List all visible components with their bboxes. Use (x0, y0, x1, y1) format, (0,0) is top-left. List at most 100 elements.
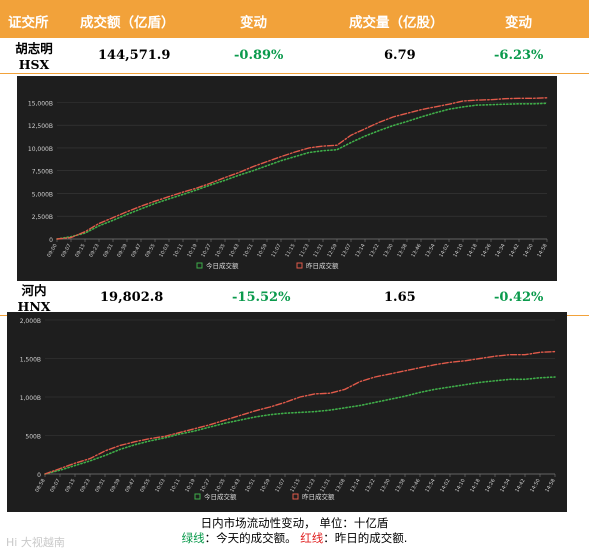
change2-hnx: -0.42% (494, 290, 544, 305)
y-tick-label: 1,500B (20, 357, 41, 364)
x-tick-label: 13:22 (368, 243, 380, 258)
header-change1: 变动 (240, 15, 267, 31)
legend-swatch (194, 493, 201, 500)
x-tick-label: 09:39 (116, 243, 128, 258)
series-today-line (44, 376, 556, 475)
x-tick-label: 11:07 (274, 478, 286, 493)
x-tick-label: 14:58 (536, 243, 548, 258)
chart-hsx: 0 2,500B 5,000B 7,500B 10,000B 12,500B 15,000B… (17, 76, 557, 281)
legend-label: 今日成交额 (206, 261, 239, 270)
value-hsx: 144,571.9 (98, 48, 171, 63)
y-tick-label: 0 (49, 237, 53, 244)
x-tick-label: 14:50 (522, 243, 534, 258)
series-yesterday-line (56, 97, 548, 240)
y-tick-label: 500B (25, 434, 41, 441)
y-tick-label: 15,000B (28, 100, 53, 107)
volume-hsx: 6.79 (384, 48, 416, 63)
series-yesterday-line (44, 350, 556, 475)
x-tick-label: 09:31 (102, 243, 114, 258)
chart-hnx: 0 500B 1,000B 1,500B 2,000B 08:58 09:07 09:15 09… (7, 312, 567, 512)
x-tick-label: 10:51 (244, 478, 256, 493)
x-tick-label: 10:59 (259, 478, 271, 493)
header-exchange: 证交所 (8, 15, 49, 31)
x-tick-label: 14:50 (529, 478, 541, 493)
x-tick-label: 10:27 (199, 478, 211, 493)
x-tick-label: 14:02 (438, 243, 450, 258)
x-tick-label: 09:31 (94, 478, 106, 493)
x-tick-label: 14:26 (484, 478, 496, 493)
x-tick-label: 11:15 (284, 243, 296, 258)
caption-red-text: ：昨日的成交额. (323, 531, 408, 545)
caption-legend: 绿线：今天的成交额。 红线：昨日的成交额. (0, 531, 589, 546)
y-tick-label: 1,000B (20, 395, 41, 402)
exchange-name-hsx: 胡志明 HSX (8, 41, 60, 73)
series-today-line (56, 102, 548, 240)
x-tick-label: 14:02 (439, 478, 451, 493)
legend-label: 昨日成交额 (306, 261, 339, 270)
y-tick-label: 5,000B (32, 191, 53, 198)
x-tick-label: 13:07 (340, 243, 352, 258)
x-tick-label: 14:18 (469, 478, 481, 493)
x-tick-label: 09:39 (109, 478, 121, 493)
exchange-name-cn: 河内 (21, 283, 47, 298)
legend-swatch (296, 262, 303, 269)
y-tick-label: 2,500B (32, 214, 53, 221)
change1-hsx: -0.89% (234, 48, 284, 63)
x-tick-label: 13:46 (409, 478, 421, 493)
x-tick-label: 11:31 (319, 478, 331, 493)
x-tick-label: 08:58 (34, 478, 46, 493)
x-tick-label: 14:18 (466, 243, 478, 258)
caption-unit: 日内市场流动性变动， 单位：十亿盾 (200, 516, 389, 530)
x-tick-label: 14:58 (544, 478, 556, 493)
value-hnx: 19,802.8 (100, 290, 164, 305)
x-tick-label: 11:31 (312, 243, 324, 258)
caption-green-text: ：今天的成交额。 (204, 531, 301, 545)
x-tick-label: 14:26 (480, 243, 492, 258)
x-tick-label: 10:03 (158, 243, 170, 258)
x-tick-label: 11:23 (298, 243, 310, 258)
x-tick-label: 12:59 (326, 243, 338, 258)
x-tick-label: 10:43 (229, 478, 241, 493)
caption-red-label: 红线 (300, 531, 324, 545)
x-tick-label: 09:07 (60, 243, 72, 258)
x-tick-label: 13:14 (354, 243, 366, 258)
x-tick-label: 14:42 (514, 478, 526, 493)
legend-label: 昨日成交额 (302, 492, 335, 501)
y-tick-label: 12,500B (28, 123, 53, 130)
volume-hnx: 1.65 (384, 290, 416, 305)
exchange-code: HNX (17, 299, 51, 314)
exchange-name-cn: 胡志明 (15, 41, 53, 56)
x-tick-label: 10:59 (256, 243, 268, 258)
x-tick-label: 10:27 (200, 243, 212, 258)
x-tick-label: 10:11 (172, 243, 184, 258)
x-tick-label: 14:42 (508, 243, 520, 258)
caption-green-label: 绿线 (181, 531, 205, 545)
x-tick-label: 11:23 (304, 478, 316, 493)
exchange-code: HSX (18, 57, 50, 72)
x-tick-label: 09:55 (139, 478, 151, 493)
header-volume: 成交量（亿股） (349, 15, 444, 31)
watermark-logo: Hi 大视越南 (6, 536, 65, 549)
y-tick-label: 2,000B (20, 318, 41, 325)
x-tick-label: 10:19 (184, 478, 196, 493)
x-tick-label: 13:38 (396, 243, 408, 258)
x-tick-label: 09:47 (130, 243, 142, 258)
table-header: 证交所 成交额（亿盾） 变动 成交量（亿股） 变动 (0, 0, 589, 38)
x-tick-label: 09:23 (88, 243, 100, 258)
x-tick-label: 11:07 (270, 243, 282, 258)
x-tick-label: 14:10 (452, 243, 464, 258)
change1-hnx: -15.52% (232, 290, 291, 305)
legend-swatch (292, 493, 299, 500)
x-tick-label: 09:15 (74, 243, 86, 258)
table-row-hnx: 河内 HNX 19,802.8 -15.52% 1.65 -0.42% (0, 281, 589, 316)
x-tick-label: 10:11 (169, 478, 181, 493)
table-row-hsx: 胡志明 HSX 144,571.9 -0.89% 6.79 -6.23% (0, 39, 589, 74)
x-tick-label: 13:38 (394, 478, 406, 493)
x-tick-label: 09:15 (64, 478, 76, 493)
x-tick-label: 10:51 (242, 243, 254, 258)
x-tick-label: 13:14 (349, 478, 361, 493)
legend-swatch (196, 262, 203, 269)
x-tick-label: 13:54 (424, 243, 436, 258)
x-tick-label: 11:15 (289, 478, 301, 493)
